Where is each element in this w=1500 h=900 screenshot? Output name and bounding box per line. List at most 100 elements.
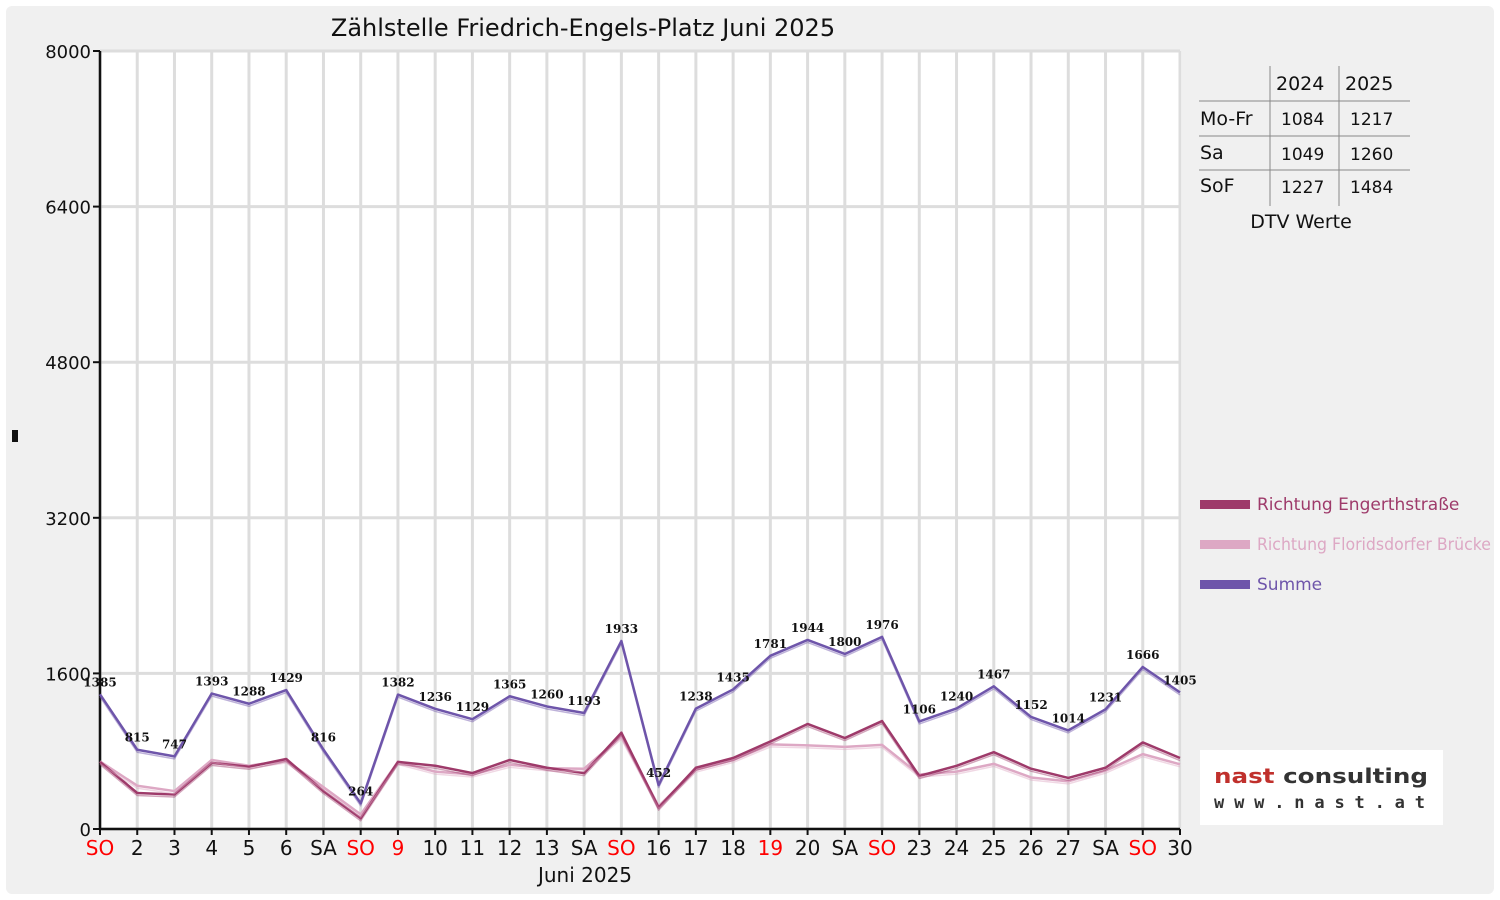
x-tick-label: SA <box>571 836 598 860</box>
data-label-summe: 816 <box>311 731 336 745</box>
dtv-caption: DTV Werte <box>1250 211 1352 233</box>
legend-item-summe[interactable]: Summe <box>1200 575 1322 595</box>
y-axis-marker <box>12 430 18 442</box>
data-label-summe: 1382 <box>381 676 414 690</box>
x-tick-label: 23 <box>907 836 932 860</box>
x-tick-label: 11 <box>460 836 485 860</box>
x-tick-label: 30 <box>1167 836 1192 860</box>
legend-swatch-summe <box>1200 580 1250 589</box>
chart-svg: Zählstelle Friedrich-Engels-Platz Juni 2… <box>12 14 1491 887</box>
logo-background <box>1200 750 1443 825</box>
x-tick-label: 13 <box>534 836 559 860</box>
series-line-richtung-engerthstra-e <box>99 719 1181 820</box>
x-tick-label: 24 <box>944 836 969 860</box>
legend-swatch-floridsdorfer-bruecke <box>1200 540 1250 549</box>
grid-layer <box>98 49 1182 831</box>
dtv-row-sof-2025: 1484 <box>1350 178 1393 198</box>
x-tick-label: 20 <box>795 836 820 860</box>
series-layer <box>98 635 1181 822</box>
logo-url-text: www.nast.at <box>1214 793 1428 813</box>
legend-label-summe: Summe <box>1257 575 1322 595</box>
legend-label-floridsdorfer-bruecke: Richtung Floridsdorfer Brücke <box>1257 535 1491 555</box>
data-label-summe: 1666 <box>1126 648 1159 662</box>
data-label-summe: 1800 <box>828 635 861 649</box>
x-tick-label: 3 <box>168 836 181 860</box>
data-label-summe: 1944 <box>791 621 824 635</box>
data-label-summe: 1106 <box>903 702 936 716</box>
data-label-summe: 1238 <box>679 690 712 704</box>
series-line-shadow <box>99 638 1181 807</box>
series-line-summe <box>98 635 1181 805</box>
dtv-row-sa-2025: 1260 <box>1350 145 1393 165</box>
y-tick-label: 1600 <box>45 664 91 685</box>
nast-consulting-logo: nast consulting www.nast.at <box>1200 750 1443 825</box>
y-tick-label: 8000 <box>45 42 91 63</box>
data-label-summe: 1435 <box>716 670 749 684</box>
data-label-summe: 1933 <box>605 622 638 636</box>
x-tick-label: SO <box>607 836 635 860</box>
chart-frame: Zählstelle Friedrich-Engels-Platz Juni 2… <box>6 6 1494 894</box>
data-label-summe: 1240 <box>940 689 973 703</box>
x-tick-label: SO <box>346 836 374 860</box>
legend-item-floridsdorfer-bruecke[interactable]: Richtung Floridsdorfer Brücke <box>1200 535 1491 555</box>
x-tick-label: SA <box>310 836 337 860</box>
data-label-summe: 1236 <box>418 690 451 704</box>
x-tick-label: 27 <box>1056 836 1081 860</box>
y-tick-label: 3200 <box>45 509 91 530</box>
data-label-summe: 1365 <box>493 677 526 691</box>
data-label-layer: 1385 815 747 1393 1288 1429 816 264 1382 1236 1129… <box>83 618 1196 798</box>
series-line-shadow <box>99 722 1181 822</box>
data-label-summe: 264 <box>348 784 373 798</box>
data-label-summe: 1976 <box>865 618 898 632</box>
data-label-summe: 1393 <box>195 675 228 689</box>
dtv-row-mofr-2025: 1217 <box>1350 110 1393 130</box>
data-label-summe: 1288 <box>232 685 265 699</box>
x-tick-label: SO <box>868 836 896 860</box>
dtv-row-label-mofr: Mo-Fr <box>1200 108 1253 130</box>
dtv-row-sa-2024: 1049 <box>1281 145 1324 165</box>
x-tick-label: 12 <box>497 836 522 860</box>
y-tick-label: 0 <box>80 820 91 841</box>
x-axis-label: Juni 2025 <box>536 863 632 887</box>
logo-main-text: nast consulting <box>1214 764 1428 788</box>
x-tick-label: 18 <box>720 836 745 860</box>
dtv-row-mofr-2024: 1084 <box>1281 110 1324 130</box>
chart-title: Zählstelle Friedrich-Engels-Platz Juni 2… <box>331 14 835 42</box>
data-label-summe: 1467 <box>977 667 1010 681</box>
x-tick-label: SA <box>1092 836 1119 860</box>
dtv-header-2024: 2024 <box>1276 73 1324 95</box>
data-label-summe: 1231 <box>1089 690 1122 704</box>
legend-item-engerthstrasse[interactable]: Richtung Engerthstraße <box>1200 495 1459 515</box>
x-tick-label: 2 <box>131 836 144 860</box>
data-label-summe: 815 <box>125 731 150 745</box>
data-label-summe: 1014 <box>1052 711 1085 725</box>
x-tick-label: 19 <box>758 836 783 860</box>
data-label-summe: 1193 <box>567 694 600 708</box>
dtv-row-label-sof: SoF <box>1200 175 1235 197</box>
x-tick-label: 6 <box>280 836 293 860</box>
legend-label-engerthstrasse: Richtung Engerthstraße <box>1257 495 1459 515</box>
dtv-header-2025: 2025 <box>1345 73 1393 95</box>
data-label-summe: 452 <box>646 766 671 780</box>
data-label-summe: 747 <box>162 737 187 751</box>
dtv-table: 2024 2025 Mo-Fr 1084 1217 Sa 1049 1260 S… <box>1199 66 1410 233</box>
x-tick-label: 4 <box>205 836 218 860</box>
data-label-summe: 1152 <box>1014 698 1047 712</box>
data-label-summe: 1129 <box>456 700 489 714</box>
dtv-row-label-sa: Sa <box>1200 142 1224 164</box>
x-tick-label: 16 <box>646 836 671 860</box>
legend: Richtung Engerthstraße Richtung Floridsd… <box>1200 495 1491 595</box>
y-tick-label: 6400 <box>45 198 91 219</box>
x-tick-label: SA <box>831 836 858 860</box>
x-tick-label: 10 <box>422 836 447 860</box>
series-line-shadow <box>99 738 1181 818</box>
x-tick-label: 26 <box>1018 836 1043 860</box>
data-label-summe: 1385 <box>83 675 116 689</box>
x-tick-label: 25 <box>981 836 1006 860</box>
x-tick-label: 17 <box>683 836 708 860</box>
data-label-summe: 1781 <box>754 637 787 651</box>
plot-area <box>100 51 1182 829</box>
x-tick-label: SO <box>1129 836 1157 860</box>
x-tick-label: 5 <box>243 836 256 860</box>
